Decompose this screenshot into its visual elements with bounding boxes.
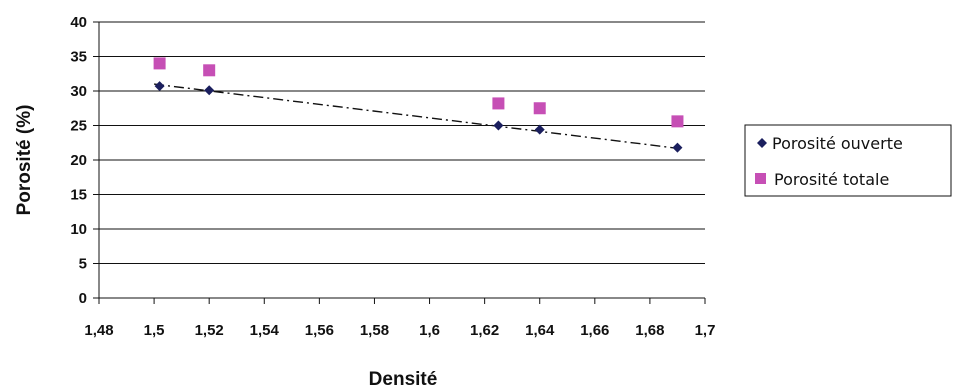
- data-point-totale: [203, 64, 216, 77]
- axes: [93, 21, 706, 304]
- series-porosite-ouverte: [154, 81, 683, 153]
- x-tick-label: 1,68: [635, 322, 664, 339]
- data-point-totale: [671, 115, 684, 128]
- gridlines: [99, 21, 705, 264]
- y-tick-label: 25: [70, 118, 87, 135]
- x-tick-label: 1,5: [144, 322, 165, 339]
- data-point-ouverte: [493, 120, 504, 131]
- legend-marker-porosite-ouverte: [757, 138, 767, 148]
- x-tick-label: 1,56: [305, 322, 334, 339]
- x-tick-label: 1,52: [195, 322, 224, 339]
- y-tick-label: 40: [70, 14, 87, 31]
- data-point-totale: [533, 102, 546, 115]
- legend-label-porosite-ouverte: Porosité ouverte: [772, 134, 903, 153]
- x-tick-label: 1,66: [580, 322, 609, 339]
- trendline-layer: [154, 83, 678, 149]
- legend: Porosité ouverte Porosité totale: [744, 124, 952, 197]
- data-point-ouverte: [204, 85, 215, 96]
- series-porosite-totale: [153, 57, 684, 128]
- y-tick-label: 0: [79, 290, 87, 307]
- data-points: [153, 57, 684, 153]
- x-tick-label: 1,58: [360, 322, 389, 339]
- x-tick-label: 1,62: [470, 322, 499, 339]
- x-tick-label: 1,7: [695, 322, 716, 339]
- y-tick-label: 5: [79, 256, 87, 273]
- x-tick-label: 1,54: [250, 322, 280, 339]
- data-point-totale: [153, 57, 166, 70]
- y-axis-title: Porosité (%): [14, 105, 35, 216]
- x-tick-label: 1,48: [84, 322, 113, 339]
- y-tick-label: 15: [70, 187, 87, 204]
- y-tick-label: 35: [70, 49, 87, 66]
- tick-labels: 0 5 10 15 20 25 30 35 40 1,48 1,5 1,52 1,54 1,56 1,58 1…: [70, 14, 715, 339]
- trendline: [154, 83, 678, 149]
- y-tick-label: 20: [70, 152, 87, 169]
- y-tick-label: 10: [70, 221, 87, 238]
- data-point-ouverte: [154, 81, 165, 92]
- legend-box: [744, 124, 952, 197]
- data-point-ouverte: [534, 124, 545, 135]
- y-tick-label: 30: [70, 83, 87, 100]
- x-tick-label: 1,64: [525, 322, 555, 339]
- x-axis-title: Densité: [369, 369, 438, 390]
- x-tick-label: 1,6: [419, 322, 440, 339]
- data-point-ouverte: [672, 142, 683, 153]
- legend-label-porosite-totale: Porosité totale: [774, 170, 889, 189]
- legend-marker-porosite-totale: [755, 173, 766, 184]
- data-point-totale: [492, 97, 505, 110]
